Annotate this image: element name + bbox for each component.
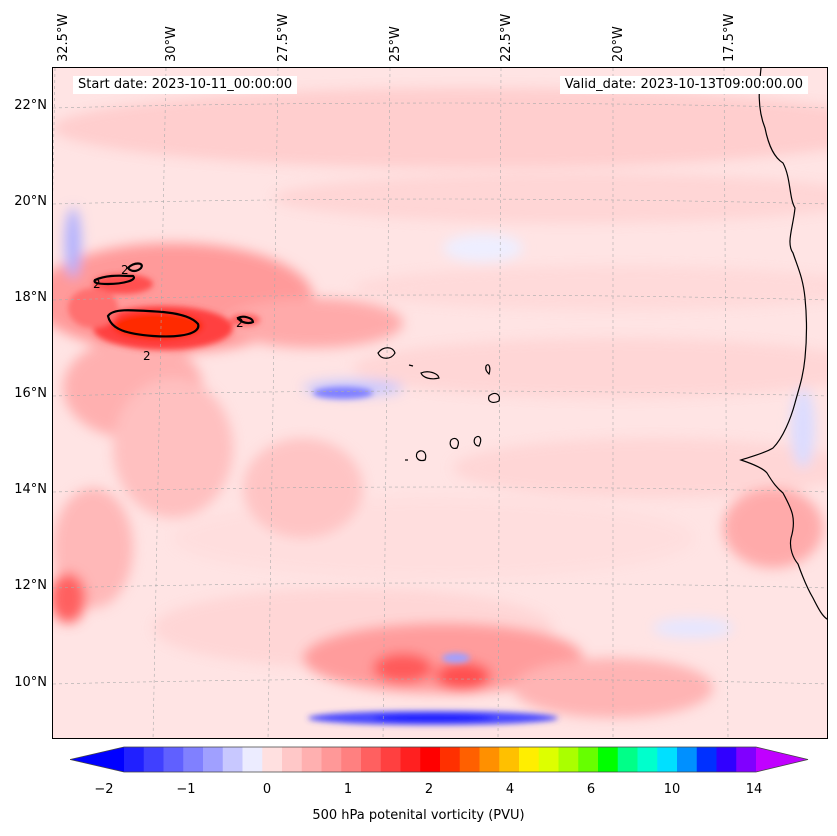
contour-label-1: 2 [93, 277, 101, 291]
colorbar-segment [163, 747, 184, 772]
colorbar-segment [242, 747, 263, 772]
colorbar-segment [736, 747, 757, 772]
cb-tick-m1: −1 [176, 782, 196, 797]
lat-label-12n: 12°N [14, 578, 47, 593]
colorbar-segment [380, 747, 401, 772]
colorbar-segment [341, 747, 362, 772]
valid-date-label: Valid_date: 2023-10-13T09:00:00.00 [559, 76, 808, 94]
lon-label-27-5w: 27.5°W [276, 13, 291, 62]
cb-tick-2: 2 [424, 782, 434, 797]
colorbar-segment [262, 747, 283, 772]
colorbar-segment [598, 747, 619, 772]
contour-north-west [93, 274, 136, 286]
colorbar-extend-max [756, 747, 808, 772]
lat-label-22n: 22°N [14, 98, 47, 113]
colorbar-segment [617, 747, 638, 772]
contour-north-east [126, 262, 143, 273]
colorbar-segment [361, 747, 382, 772]
pv-2-contours [93, 262, 255, 338]
colorbar-segment [499, 747, 520, 772]
colorbar-segment [183, 747, 204, 772]
colorbar-extend-min [70, 747, 124, 772]
colorbar-segment [321, 747, 342, 772]
colorbar-segment [203, 747, 224, 772]
colorbar-segment [400, 747, 421, 772]
cb-tick-0: 0 [262, 782, 272, 797]
lat-label-18n: 18°N [14, 290, 47, 305]
graticule [53, 68, 827, 738]
colorbar-segment [538, 747, 559, 772]
lon-label-20w: 20°W [611, 26, 626, 62]
colorbar-segment [578, 747, 599, 772]
colorbar-outline [70, 746, 809, 773]
cb-tick-10: 10 [663, 782, 681, 797]
colorbar-segment [677, 747, 698, 772]
lon-label-30w: 30°W [164, 26, 179, 62]
cb-tick-14: 14 [745, 782, 763, 797]
colorbar-segment [222, 747, 243, 772]
lon-label-22-5w: 22.5°W [499, 13, 514, 62]
lon-label-25w: 25°W [388, 26, 403, 62]
colorbar-segment [657, 747, 678, 772]
colorbar-segment [716, 747, 737, 772]
colorbar-segment [301, 747, 322, 772]
colorbar-segment [637, 747, 658, 772]
cb-tick-m2: −2 [94, 782, 114, 797]
colorbar-segment [696, 747, 717, 772]
contour-main [106, 309, 200, 338]
lat-label-16n: 16°N [14, 386, 47, 401]
lat-label-10n: 10°N [14, 675, 47, 690]
cape-verde-islands [377, 347, 500, 462]
african-coastline [739, 68, 827, 620]
map-panel: 2 2 2 2 [52, 67, 828, 739]
colorbar [70, 746, 809, 773]
colorbar-segment [440, 747, 461, 772]
colorbar-segment [143, 747, 164, 772]
contour-east [236, 315, 255, 325]
pv-shading [53, 88, 827, 718]
cb-tick-1: 1 [343, 782, 353, 797]
colorbar-segment [459, 747, 480, 772]
start-date-label: Start date: 2023-10-11_00:00:00 [73, 76, 298, 94]
colorbar-segment [558, 747, 579, 772]
lat-label-20n: 20°N [14, 194, 47, 209]
lat-label-14n: 14°N [14, 482, 47, 497]
lon-label-17-5w: 17.5°W [722, 13, 737, 62]
contour-label-2: 2 [121, 263, 129, 277]
lon-label-32-5w: 32.5°W [56, 13, 71, 62]
cb-tick-4: 4 [505, 782, 515, 797]
pv-field-map: 2 2 2 2 [53, 68, 827, 738]
colorbar-segment [124, 747, 145, 772]
cb-tick-6: 6 [586, 782, 596, 797]
colorbar-label: 500 hPa potenital vorticity (PVU) [312, 808, 525, 823]
colorbar-segment [420, 747, 441, 772]
colorbar-segment [282, 747, 303, 772]
contour-label-4: 2 [143, 349, 151, 363]
colorbar-segment [519, 747, 540, 772]
colorbar-segment [479, 747, 500, 772]
contour-label-3: 2 [236, 316, 244, 330]
